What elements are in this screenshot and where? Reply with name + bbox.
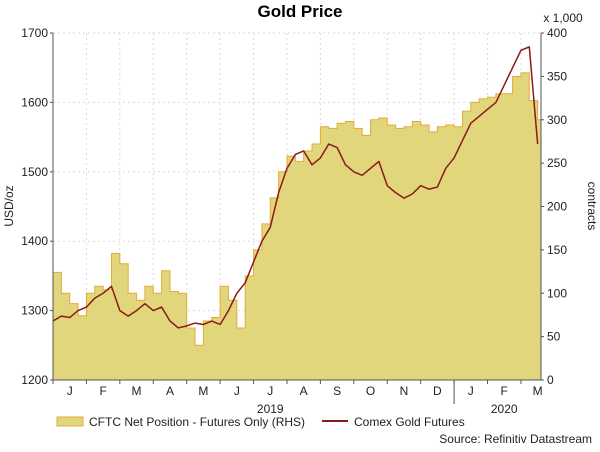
left-tick-label-4: 1600 — [21, 95, 48, 109]
line-layer — [52, 46, 539, 329]
month-label-5: J — [234, 384, 240, 398]
area-layer — [52, 72, 542, 381]
month-label-14: M — [533, 384, 543, 398]
left-tick-label-2: 1400 — [21, 234, 48, 248]
left-tick-label-1: 1300 — [21, 304, 48, 318]
right-tick-label-6: 300 — [547, 113, 567, 127]
month-label-0: J — [67, 384, 73, 398]
right-tick-label-5: 250 — [547, 156, 567, 170]
legend-label-comex: Comex Gold Futures — [354, 415, 465, 429]
chart-title: Gold Price — [257, 2, 342, 21]
month-label-11: D — [433, 384, 442, 398]
year-label-0: 2019 — [257, 402, 284, 416]
right-axis-label: contracts — [585, 182, 599, 231]
right-tick-label-3: 150 — [547, 243, 567, 257]
left-tick-label-0: 1200 — [21, 373, 48, 387]
year-label-1: 2020 — [491, 402, 518, 416]
left-tick-label-3: 1500 — [21, 165, 48, 179]
month-label-6: J — [267, 384, 273, 398]
left-tick-label-5: 1700 — [21, 26, 48, 40]
axes-layer: 1200 1300 1400 1500 1600 1700 0 50 100 150 200 250 3… — [21, 26, 567, 416]
right-tick-label-1: 50 — [547, 330, 561, 344]
month-label-1: F — [99, 384, 106, 398]
right-tick-label-2: 100 — [547, 286, 567, 300]
right-axis-multiplier: x 1,000 — [543, 11, 583, 25]
right-tick-label-4: 200 — [547, 200, 567, 214]
month-label-12: J — [468, 384, 474, 398]
month-label-7: A — [300, 384, 308, 398]
series-cftc-area — [52, 72, 542, 381]
legend-label-cftc: CFTC Net Position - Futures Only (RHS) — [89, 415, 305, 429]
legend: CFTC Net Position - Futures Only (RHS) C… — [56, 415, 465, 429]
month-label-8: S — [333, 384, 341, 398]
source-note: Source: Refinitiv Datastream — [439, 432, 592, 446]
right-tick-label-8: 400 — [547, 26, 567, 40]
month-label-13: F — [501, 384, 508, 398]
month-label-2: M — [132, 384, 142, 398]
series-comex-line — [52, 46, 539, 329]
month-label-3: A — [166, 384, 174, 398]
month-label-9: O — [366, 384, 375, 398]
left-axis-label: USD/oz — [2, 185, 16, 226]
month-label-4: M — [198, 384, 208, 398]
right-tick-label-0: 0 — [547, 373, 554, 387]
right-tick-label-7: 350 — [547, 69, 567, 83]
legend-swatch-cftc — [56, 416, 84, 427]
month-label-10: N — [400, 384, 409, 398]
